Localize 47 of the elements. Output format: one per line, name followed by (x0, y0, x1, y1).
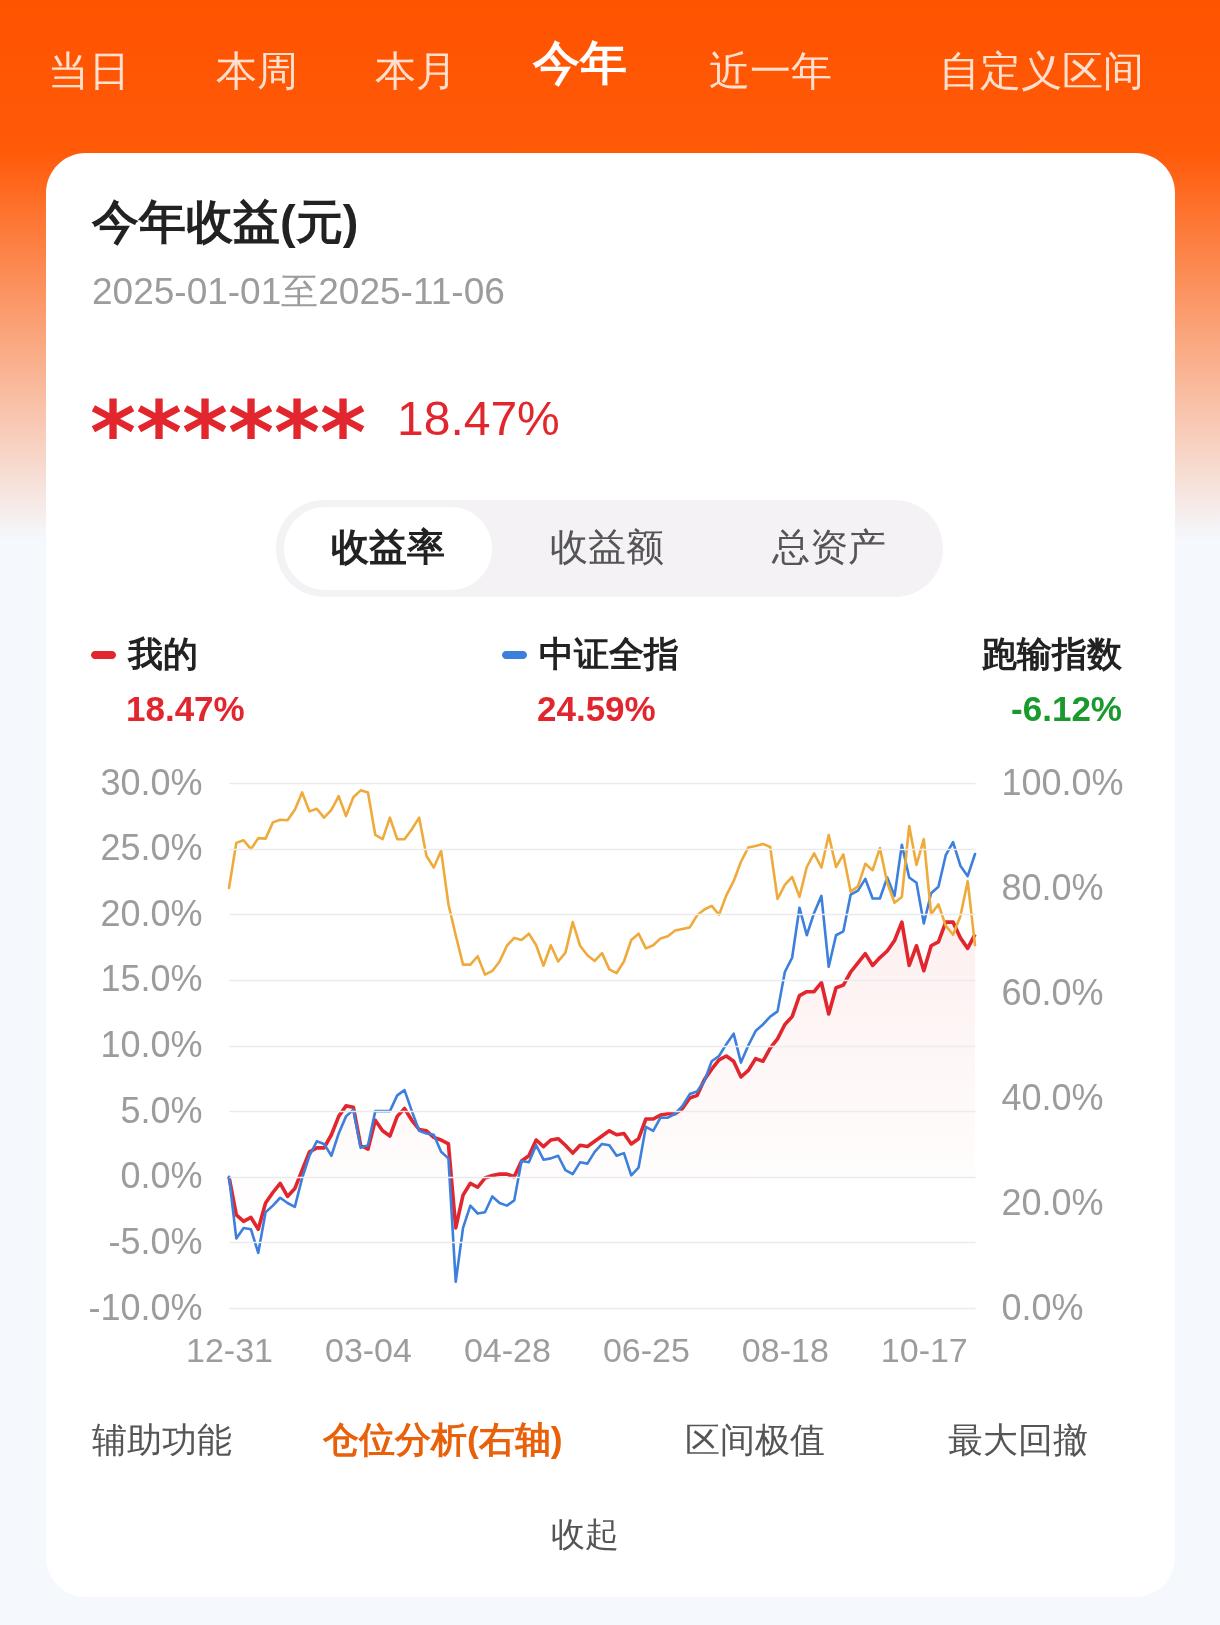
y-tick-label: 30.0% (100, 761, 203, 803)
text: 仓位分析(右轴) (322, 1420, 563, 1460)
line-series (227, 840, 977, 1284)
text: -6.12% (1011, 689, 1122, 728)
text: 总资产 (771, 526, 886, 568)
legend-label: 我的 (127, 634, 198, 673)
y2-tick-label: 60.0% (1001, 971, 1104, 1013)
y2-tick-label: 80.0% (1001, 866, 1104, 908)
text: 当日 (48, 48, 130, 94)
y2-tick-label: 100.0% (1001, 761, 1124, 803)
text: 跑输指数 (981, 634, 1123, 673)
y-tick-label: 20.0% (100, 892, 203, 934)
text: 自定义区间 (938, 48, 1144, 94)
text: 18.47% (126, 689, 245, 728)
text: 收益率 (331, 526, 445, 568)
x-tick-label: 04-28 (463, 1330, 551, 1369)
text: 辅助功能 (92, 1420, 232, 1459)
text: 18.47% (397, 392, 560, 445)
y-tick-label: 5.0% (120, 1089, 203, 1131)
y2-tick-label: 0.0% (1001, 1286, 1084, 1328)
text: 24.59% (537, 689, 656, 728)
x-tick-label: 10-17 (880, 1330, 968, 1369)
y-tick-label: 25.0% (100, 827, 203, 869)
y2-tick-label: 20.0% (1001, 1181, 1104, 1223)
text: 本月 (375, 48, 457, 94)
y-tick-label: 10.0% (100, 1024, 203, 1065)
x-tick-label: 06-25 (602, 1330, 690, 1369)
text: 最大回撤 (948, 1420, 1088, 1459)
y-tick-label: -10.0% (88, 1286, 203, 1328)
line-series (227, 789, 977, 976)
text: 区间极值 (685, 1420, 825, 1459)
text: 今年 (532, 36, 627, 89)
x-tick-label: 03-04 (324, 1330, 412, 1369)
text: 收益额 (550, 526, 664, 568)
text: 近一年 (708, 48, 832, 94)
x-tick-label: 12-31 (186, 1330, 273, 1369)
chart-subtitle: 2025-01-01至2025-11-06 (92, 271, 505, 312)
legend-label: 中证全指 (539, 634, 679, 673)
y-tick-label: 0.0% (120, 1155, 203, 1197)
text: 本周 (216, 48, 298, 94)
y-tick-label: -5.0% (108, 1220, 203, 1262)
x-tick-label: 08-18 (741, 1330, 829, 1369)
chart-title: 今年收益(元) (91, 195, 359, 248)
text: 收起 (551, 1515, 619, 1553)
y2-tick-label: 40.0% (1001, 1076, 1104, 1118)
text: ****** (90, 381, 367, 484)
y-tick-label: 15.0% (100, 958, 203, 1000)
